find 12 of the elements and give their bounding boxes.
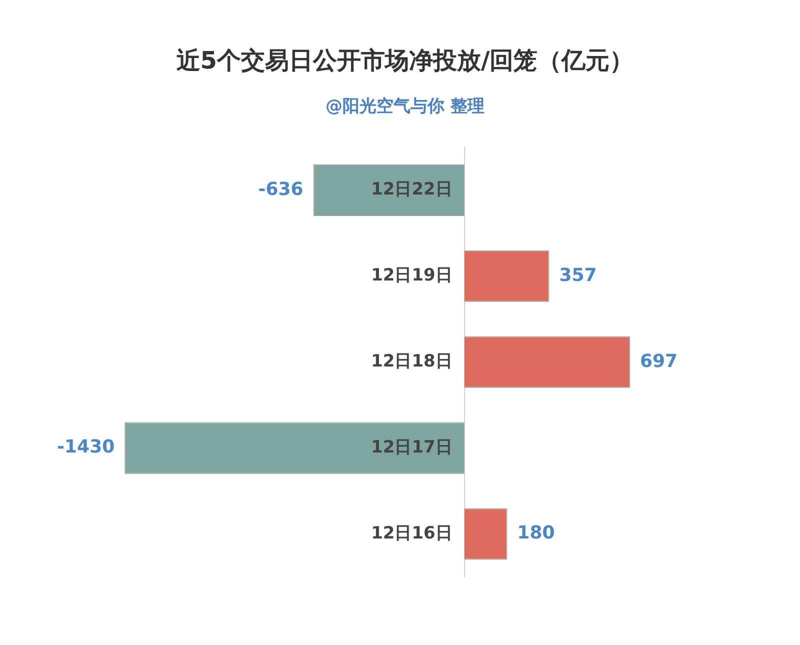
y-tick-label: 12日17日 bbox=[371, 437, 452, 458]
data-label: 697 bbox=[640, 350, 678, 372]
chart-subtitle: @阳光空气与你 整理 bbox=[326, 96, 484, 116]
y-tick-label: 12日16日 bbox=[371, 523, 452, 544]
data-label: -1430 bbox=[57, 436, 115, 458]
data-label: 357 bbox=[559, 264, 597, 286]
data-label: 180 bbox=[517, 522, 555, 544]
y-tick-label: 12日18日 bbox=[371, 352, 452, 372]
data-label: -636 bbox=[258, 178, 304, 200]
y-tick-label: 12日19日 bbox=[371, 266, 452, 286]
chart-title: 近5个交易日公开市场净投放/回笼（亿元） bbox=[176, 46, 634, 75]
y-tick-label: 12日22日 bbox=[371, 180, 452, 200]
